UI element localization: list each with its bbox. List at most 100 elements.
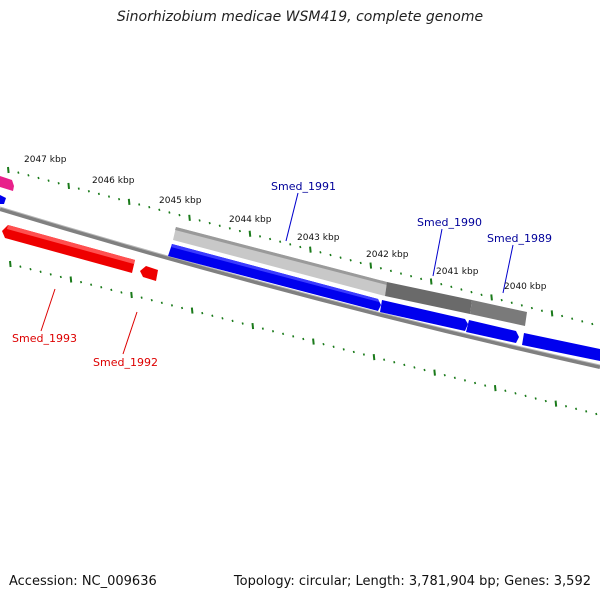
outer-ring-minor-tick — [500, 298, 503, 302]
analysis-track-dark-2 — [470, 300, 527, 326]
outer-ring-minor-tick — [117, 197, 121, 201]
gene-label-smed-1989[interactable]: Smed_1989 — [487, 232, 552, 245]
gene-label-smed-1990[interactable]: Smed_1990 — [417, 216, 482, 229]
outer-ring-major-tick — [490, 294, 493, 301]
inner-ring-major-tick — [251, 322, 255, 330]
inner-ring-major-tick — [493, 385, 497, 392]
inner-ring-minor-tick — [100, 286, 103, 289]
forward-gene-smed-1990 — [380, 300, 468, 331]
outer-ring-minor-tick — [218, 224, 221, 227]
ruler-label-2042: 2042 kbp — [366, 250, 409, 260]
ruler-label-2046: 2046 kbp — [92, 176, 135, 186]
outer-ring-minor-tick — [107, 195, 111, 198]
inner-ring-minor-tick — [19, 265, 22, 268]
analysis-track-dark-1 — [385, 282, 472, 314]
forward-gene-smed-1991 — [168, 244, 381, 311]
inner-ring-minor-tick — [29, 267, 32, 271]
ruler-label-2041: 2041 kbp — [436, 267, 479, 277]
outer-ring-minor-tick — [510, 301, 513, 304]
inner-ring-minor-tick — [342, 348, 345, 351]
ruler-label-2044: 2044 kbp — [229, 215, 272, 225]
ruler-label-2040: 2040 kbp — [504, 282, 547, 292]
inner-ring-minor-tick — [160, 301, 163, 305]
ruler-label-2047: 2047 kbp — [24, 155, 67, 165]
outer-ring-minor-tick — [289, 243, 292, 246]
forward-gene-smed-1991-edge — [171, 244, 379, 302]
connector-smed-1991 — [285, 192, 299, 242]
inner-ring-minor-tick — [79, 280, 83, 284]
outer-ring-major-tick — [429, 278, 433, 285]
inner-ring-minor-tick — [211, 314, 214, 317]
outer-ring-minor-tick — [238, 229, 241, 233]
outer-ring-minor-tick — [349, 259, 352, 262]
inner-ring-minor-tick — [170, 304, 174, 307]
outer-ring-minor-tick — [480, 293, 483, 297]
inner-ring-minor-tick — [332, 345, 335, 348]
outer-ring-minor-tick — [379, 267, 382, 270]
inner-ring-minor-tick — [282, 332, 285, 336]
genome-summary-text: Topology: circular; Length: 3,781,904 bp… — [233, 574, 591, 589]
connector-smed-1990 — [432, 228, 443, 277]
outer-ring-minor-tick — [87, 190, 90, 193]
inner-ring-major-tick — [433, 369, 436, 376]
forward-gene-right-edge — [522, 333, 600, 361]
inner-ring-minor-tick — [403, 363, 406, 367]
inner-ring-minor-tick — [221, 317, 224, 320]
outer-ring-major-tick — [7, 166, 10, 174]
inner-ring-minor-tick — [180, 306, 184, 310]
inner-ring-minor-tick — [362, 353, 365, 356]
ruler-label-2043: 2043 kbp — [297, 233, 340, 243]
inner-ring-minor-tick — [352, 350, 355, 354]
outer-ring-minor-tick — [148, 205, 151, 209]
outer-ring-major-tick — [309, 246, 312, 253]
analysis-track-light — [173, 227, 387, 296]
outer-ring-minor-tick — [450, 285, 453, 289]
inner-ring-minor-tick — [473, 381, 477, 385]
inner-ring-minor-tick — [463, 379, 467, 382]
outer-ring-minor-tick — [258, 235, 262, 238]
inner-ring-minor-tick — [59, 275, 62, 279]
accession-text: Accession: NC_009636 — [9, 574, 157, 589]
inner-ring-major-tick — [372, 354, 376, 361]
outer-ring-minor-tick — [198, 219, 201, 222]
outer-ring-major-tick — [127, 198, 131, 205]
inner-ring-minor-tick — [292, 335, 295, 338]
genome-backbone — [0, 207, 600, 369]
map-title: Sinorhizobium medicae WSM419, complete g… — [116, 9, 484, 25]
inner-ring-minor-tick — [575, 407, 578, 411]
outer-ring-minor-tick — [520, 304, 523, 307]
outer-ring-minor-tick — [27, 174, 30, 177]
inner-ring-minor-tick — [544, 399, 547, 403]
inner-ring-minor-tick — [39, 270, 42, 273]
outer-tick-ring — [7, 166, 594, 326]
outer-ring-minor-tick — [228, 227, 231, 230]
outer-ring-minor-tick — [299, 245, 302, 249]
outer-ring-minor-tick — [138, 203, 141, 206]
inner-ring-minor-tick — [302, 337, 305, 341]
outer-ring-major-tick — [369, 262, 373, 269]
inner-ring-minor-tick — [413, 366, 416, 369]
outer-ring-minor-tick — [279, 240, 282, 243]
outer-ring-minor-tick — [389, 269, 392, 273]
outer-ring-minor-tick — [339, 256, 342, 259]
inner-ring-minor-tick — [453, 376, 456, 380]
outer-ring-minor-tick — [17, 171, 20, 174]
inner-ring-minor-tick — [564, 405, 568, 408]
gene-label-smed-1993[interactable]: Smed_1993 — [12, 332, 77, 345]
inner-ring-minor-tick — [595, 412, 598, 416]
gene-label-smed-1992[interactable]: Smed_1992 — [93, 356, 158, 369]
reverse-gene-smed-1993-edge — [7, 225, 135, 264]
connector-smed-1992 — [122, 311, 138, 355]
inner-ring-minor-tick — [524, 394, 527, 398]
gene-label-smed-1991[interactable]: Smed_1991 — [271, 180, 336, 193]
analysis-track-light-edge — [175, 227, 387, 285]
inner-ring-minor-tick — [383, 358, 386, 361]
outer-ring-minor-tick — [47, 179, 50, 182]
inner-ring-major-tick — [554, 400, 558, 407]
outer-ring-minor-tick — [77, 187, 80, 190]
inner-ring-minor-tick — [484, 384, 487, 387]
outer-ring-minor-tick — [178, 213, 181, 217]
outer-ring-major-tick — [188, 214, 191, 221]
inner-ring-minor-tick — [261, 327, 264, 330]
outer-ring-minor-tick — [571, 317, 574, 320]
